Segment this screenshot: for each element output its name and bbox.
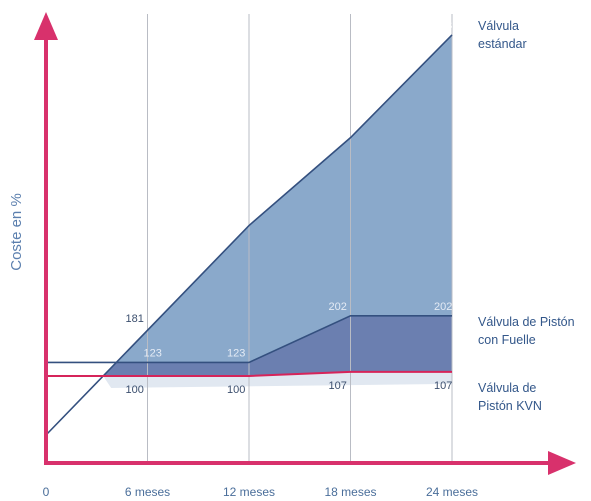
series-names: Válvula estándar Válvula de Pistón con Fuel…	[478, 19, 575, 413]
line-fuelle	[46, 315, 452, 364]
x-axis-arrow	[548, 451, 576, 475]
data-label-202: 202	[329, 301, 347, 313]
data-label-504: 504	[329, 123, 347, 135]
data-label-123: 123	[144, 347, 162, 359]
series-lines	[45, 34, 453, 436]
x-tick-18: 18 meses	[324, 485, 376, 499]
series-name-0: Válvula estándar	[478, 19, 527, 51]
series-name-1: Válvula de Pistón con Fuelle	[478, 315, 575, 347]
series-name-line: Válvula de Pistón	[478, 315, 575, 329]
line-kvn	[46, 370, 452, 377]
x-tick-0: 0	[43, 485, 50, 499]
area-fuelle	[103, 315, 452, 376]
series-name-line: Válvula	[478, 19, 519, 33]
data-label-107: 107	[434, 380, 452, 392]
data-label-100: 100	[227, 384, 245, 396]
series-name-line: Válvula de	[478, 381, 536, 395]
x-tick-labels: 0 6 meses 12 meses 18 meses 24 meses	[43, 485, 478, 499]
area-fills	[103, 34, 453, 388]
data-label-355: 355	[227, 211, 245, 223]
area-estandar	[116, 34, 453, 363]
grid-lines	[147, 14, 453, 463]
x-tick-24: 24 meses	[426, 485, 478, 499]
y-axis-arrow	[34, 12, 58, 40]
data-labels: 181 355 504 678 123 123 202 202 100 100 107 107	[126, 20, 453, 396]
data-label-678: 678	[434, 20, 452, 32]
series-name-line: estándar	[478, 37, 527, 51]
data-label-202: 202	[434, 301, 452, 313]
series-name-line: Pistón KVN	[478, 399, 542, 413]
line-estandar	[45, 34, 453, 436]
data-label-123: 123	[227, 347, 245, 359]
data-label-107: 107	[329, 380, 347, 392]
y-axis-label: Coste en %	[8, 193, 25, 271]
x-tick-12: 12 meses	[223, 485, 275, 499]
x-tick-6: 6 meses	[125, 485, 170, 499]
series-name-2: Válvula de Pistón KVN	[478, 381, 542, 413]
data-label-100: 100	[126, 384, 144, 396]
data-label-181: 181	[126, 313, 144, 325]
area-kvn	[103, 371, 452, 388]
axes	[34, 12, 576, 475]
series-name-line: con Fuelle	[478, 333, 536, 347]
